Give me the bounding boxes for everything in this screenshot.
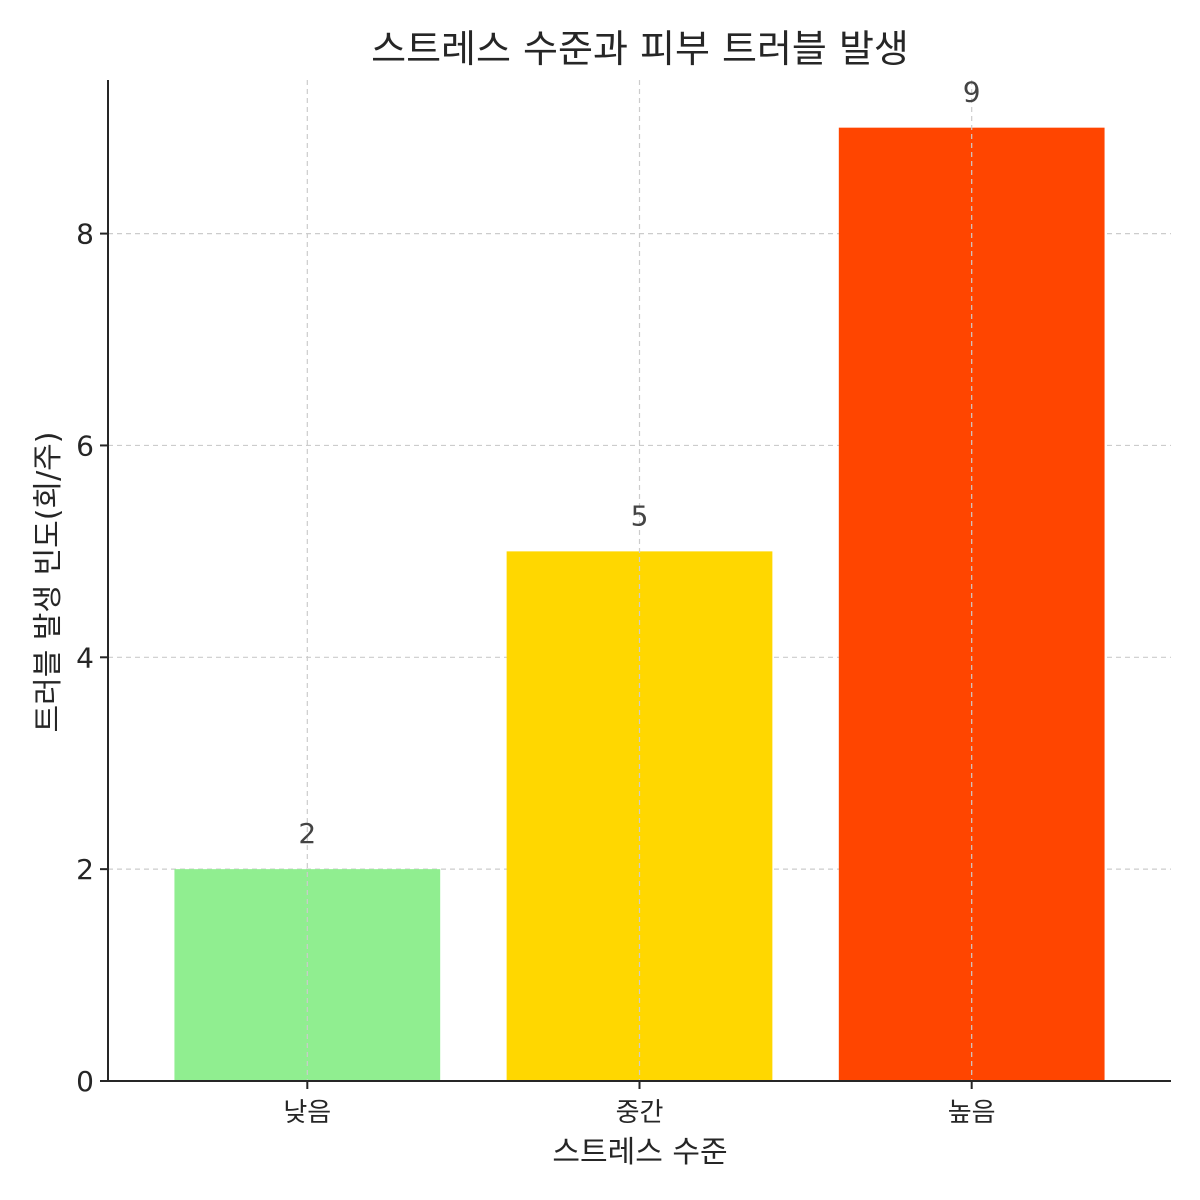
x-axis-label: 스트레스 수준 <box>552 1135 727 1170</box>
y-axis-label: 트러블 발생 빈도(회/주) <box>31 432 66 733</box>
x-tick-label: 높음 <box>948 1098 996 1128</box>
y-tick-label: 2 <box>76 853 94 886</box>
y-tick-label: 6 <box>76 429 94 462</box>
x-tick-label: 중간 <box>616 1098 664 1128</box>
chart-title: 스트레스 수준과 피부 트러블 발생 <box>371 27 909 71</box>
x-grid-layer <box>306 80 973 1081</box>
y-tick-label: 0 <box>76 1065 94 1098</box>
y-tick-label: 4 <box>76 641 94 674</box>
bar-value-label: 2 <box>298 817 316 850</box>
bar-value-label: 9 <box>963 76 981 109</box>
x-tick-label: 낮음 <box>283 1098 331 1128</box>
bar-value-label: 5 <box>631 499 649 532</box>
y-ticks-layer: 0 2 4 6 8 <box>76 218 108 1098</box>
x-ticks-layer: 낮음 중간 높음 <box>283 1081 996 1128</box>
value-labels-layer: 2 5 9 <box>298 76 980 850</box>
y-tick-label: 8 <box>76 218 94 251</box>
